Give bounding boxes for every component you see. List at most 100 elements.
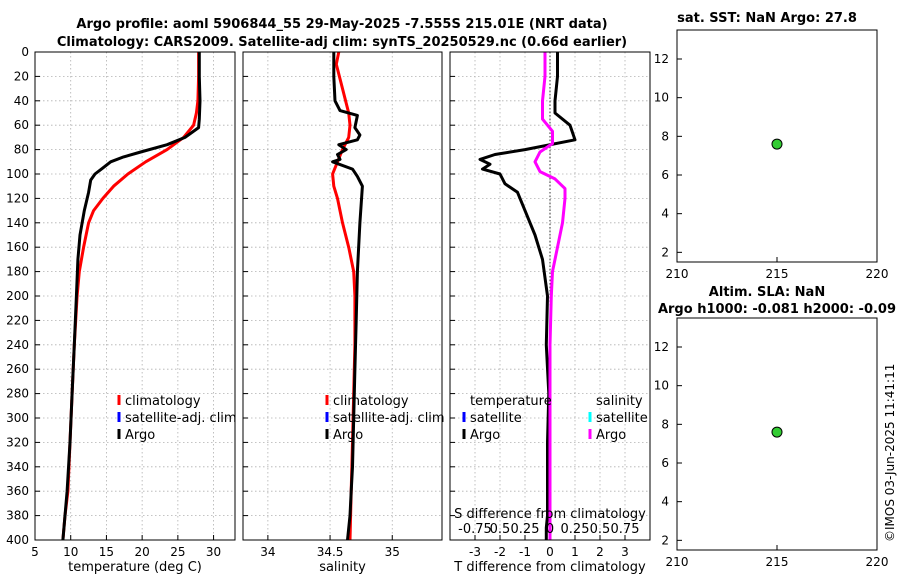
salinity-xtick-label: 34.5 [317,545,344,559]
sla-xtick-label: 210 [666,555,689,569]
temperature-legend-label: climatology [125,394,201,409]
sst-title: sat. SST: NaN Argo: 27.8 [677,11,857,26]
diff-s-tick-label: 0 [546,522,554,537]
panels: 5 10 15 20 25 3002040608010012014016018020022… [6,11,896,575]
sla-title: Altim. SLA: NaN [709,285,825,300]
diff-s-axis-label: S difference from climatology [454,507,646,522]
temperature-legend-label: Argo [125,428,155,443]
diff-s-tick-label: 0.5 [490,522,511,537]
temperature-ytick-label: 20 [14,69,29,83]
temperature-xlabel: temperature (deg C) [68,560,202,575]
temperature-legend-label: satellite-adj. clim [125,411,237,426]
temperature-ytick-label: 300 [6,411,29,425]
temperature-ytick-label: 140 [6,216,29,230]
temperature-xtick-label: 5 [31,545,39,559]
sla-xtick-label: 215 [766,555,789,569]
salinity-frame [242,51,443,541]
sla-ytick-label: 8 [661,417,669,431]
differences-xtick-label: 1 [571,545,579,559]
temperature-xtick-label: 30 [206,545,221,559]
diff-legend-salinity-header: salinity [596,394,643,409]
sst-ytick-label: 4 [661,207,669,221]
temperature-xtick-label: 15 [99,545,114,559]
salinity-legend-label: Argo [333,428,363,443]
panel-salinity: 34 34.5 35 salinity climatology satellite-adj… [242,51,445,575]
differences-series-t-argo [478,52,577,540]
sst-frame [676,29,878,263]
sla-ytick-label: 12 [654,340,669,354]
temperature-ytick-label: 0 [21,45,29,59]
salinity-legend-label: climatology [333,394,409,409]
differences-xtick-label: -3 [469,545,481,559]
temperature-ytick-label: 380 [6,509,29,523]
temperature-ytick-label: 260 [6,362,29,376]
temperature-ytick-label: 60 [14,118,29,132]
temperature-frame [34,51,236,541]
temperature-ytick-label: 220 [6,313,29,327]
diff-legend-right-label: satellite [596,411,648,426]
imos-watermark: ©IMOS 03-Jun-2025 11:41:11 [883,364,897,542]
diff-s-tick-label: 0.75 [611,522,640,537]
temperature-ytick-label: 340 [6,460,29,474]
differences-xtick-label: 3 [621,545,629,559]
temperature-ytick-label: 40 [14,94,29,108]
panel-temperature: 5 10 15 20 25 3002040608010012014016018020022… [6,45,237,575]
temperature-series-argo [61,52,202,541]
sst-ytick-label: 12 [654,52,669,66]
salinity-legend-label: satellite-adj. clim [333,411,445,426]
sla-point [771,426,783,438]
sst-point [771,138,783,150]
sst-ytick-label: 10 [654,91,669,105]
salinity-xtick-label: 35 [385,545,400,559]
differences-xtick-label: -1 [519,545,531,559]
temperature-xtick-label: 10 [63,545,78,559]
temperature-ytick-label: 180 [6,265,29,279]
sla-ytick-label: 10 [654,379,669,393]
temperature-ytick-label: 200 [6,289,29,303]
sst-ytick-label: 8 [661,129,669,143]
differences-frame [449,51,651,541]
differences-xlabel: T difference from climatology [453,560,646,575]
panel-sla: 210 215 220 2 4 6 8 10 12 Altim. SLA: NaN Argo h10… [654,285,896,569]
salinity-xtick-label: 34 [260,545,275,559]
temperature-xtick-label: 20 [135,545,150,559]
differences-xtick-label: 0 [546,545,554,559]
differences-xtick-label: -2 [494,545,506,559]
figure-title-line1: Argo profile: aoml 5906844_55 29-May-202… [76,17,607,32]
sst-xtick-label: 220 [866,267,889,281]
differences-xtick-label: 2 [596,545,604,559]
sla-ytick-label: 6 [661,456,669,470]
sla-frame [676,317,878,551]
temperature-ytick-label: 320 [6,435,29,449]
diff-s-tick-label: 0.25 [511,522,540,537]
temperature-ytick-label: 400 [6,533,29,547]
panel-differences: -3 -2 -1 0 1 2 3T difference from climatology t… [449,51,651,575]
temperature-ytick-label: 120 [6,191,29,205]
diff-s-tick-label: 0.25 [561,522,590,537]
panel-sst: 210 215 220 2 4 6 8 10 12 sat. SST: NaN Argo: 27.… [654,11,889,281]
sla-ytick-label: 4 [661,495,669,509]
diff-s-tick-label: -0.75 [458,522,492,537]
differences-series-s-argo [533,52,567,540]
sst-ytick-label: 6 [661,168,669,182]
figure-title-line2: Climatology: CARS2009. Satellite-adj cli… [57,35,627,50]
temperature-ytick-label: 280 [6,387,29,401]
diff-s-tick-label: 0.5 [590,522,611,537]
temperature-ytick-label: 240 [6,338,29,352]
diff-legend-left-label: satellite [470,411,522,426]
salinity-series-argo [331,52,364,541]
diff-legend-right-label: Argo [596,428,626,443]
sla-title2: Argo h1000: -0.081 h2000: -0.09 [658,302,896,317]
temperature-ytick-label: 360 [6,484,29,498]
temperature-ytick-label: 100 [6,167,29,181]
sla-xtick-label: 220 [866,555,889,569]
sst-xtick-label: 210 [666,267,689,281]
diff-legend-left-label: Argo [470,428,500,443]
sst-ytick-label: 2 [661,245,669,259]
diff-legend-temperature-header: temperature [470,394,552,409]
sla-ytick-label: 2 [661,533,669,547]
temperature-ytick-label: 160 [6,240,29,254]
temperature-xtick-label: 25 [170,545,185,559]
salinity-xlabel: salinity [319,560,366,575]
